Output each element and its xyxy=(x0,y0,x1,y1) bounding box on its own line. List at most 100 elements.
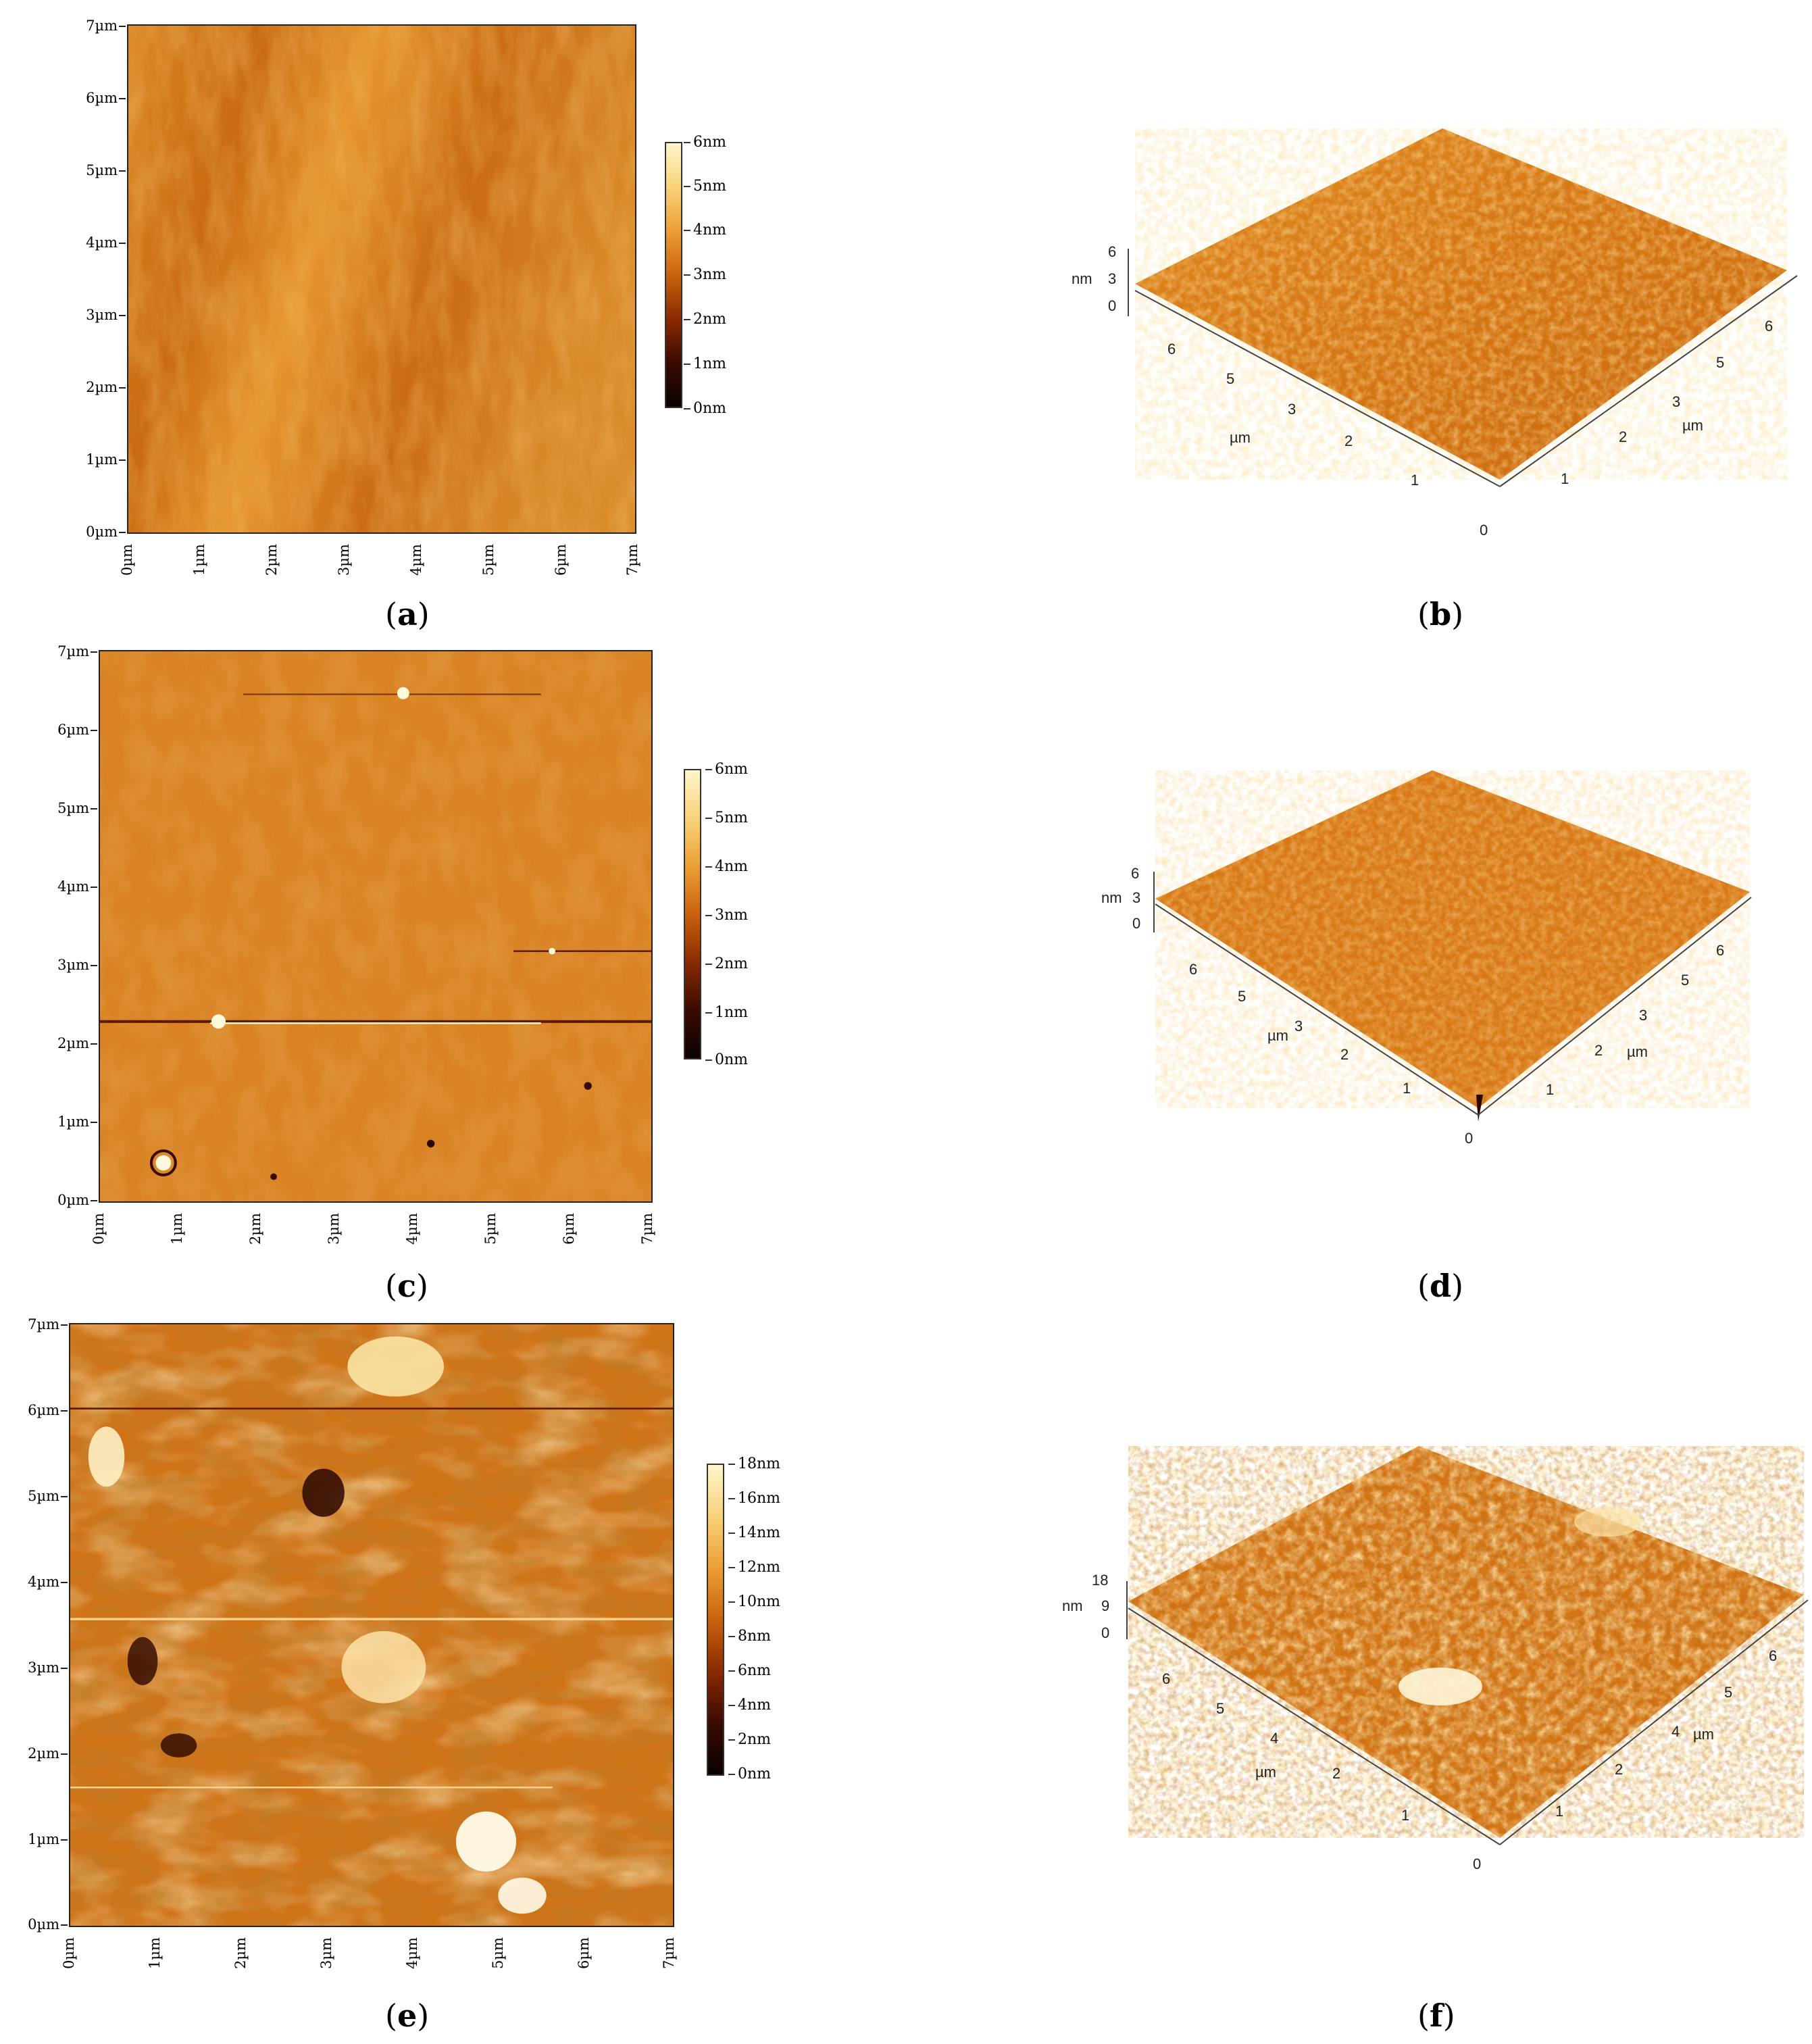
axis-unit: µm xyxy=(1693,1726,1714,1743)
axis-tick: 4 xyxy=(1671,1723,1680,1740)
axis-tick: 4 xyxy=(1270,1730,1278,1747)
colorbar-label: 18nm xyxy=(728,1455,781,1472)
axis-unit: µm xyxy=(1255,1764,1276,1780)
axis-tick: 6 xyxy=(1765,318,1773,334)
colorbar-label: 5nm xyxy=(705,809,749,826)
colorbar-label: 3nm xyxy=(683,266,727,283)
axis-tick: 3 xyxy=(1294,1018,1303,1035)
y-tick: 0µm xyxy=(12,1918,68,1932)
z-tick: 0 xyxy=(1132,915,1140,932)
y-tick: 4µm xyxy=(12,1575,68,1589)
z-tick: 18 xyxy=(1092,1572,1108,1589)
y-tick: 1µm xyxy=(12,1833,68,1847)
x-tick: 2µm xyxy=(263,544,280,576)
y-tick: 5µm xyxy=(70,164,126,178)
x-tick: 7µm xyxy=(624,544,640,576)
colorbar-label: 0nm xyxy=(728,1766,772,1783)
axis-tick: 6 xyxy=(1189,961,1197,978)
axis-tick: 2 xyxy=(1340,1046,1349,1063)
y-tick: 3µm xyxy=(42,958,97,972)
axis-tick: 1 xyxy=(1403,1080,1411,1097)
axis-tick: 3 xyxy=(1288,401,1296,418)
y-tick: 4µm xyxy=(42,880,97,894)
colorbar-label: 0nm xyxy=(705,1051,749,1068)
afm-height-map-c xyxy=(99,650,653,1203)
panel-b: nm 6 3 0 6 5 3 µm 2 1 0 1 2 3 µm 5 6 xyxy=(1054,115,1811,547)
caption-c: (c) xyxy=(385,1268,428,1304)
z-tick: 6 xyxy=(1131,865,1139,882)
y-tick: 5µm xyxy=(42,801,97,816)
y-tick: 7µm xyxy=(70,19,126,33)
axis-tick: 2 xyxy=(1594,1042,1603,1059)
z-tick: 9 xyxy=(1101,1597,1109,1614)
x-tick: 5µm xyxy=(480,544,497,576)
axis-origin: 0 xyxy=(1465,1130,1473,1147)
y-tick: 1µm xyxy=(42,1115,97,1129)
caption-b: (b) xyxy=(1417,596,1464,632)
x-tick: 3µm xyxy=(318,1937,334,1969)
y-tick: 7µm xyxy=(42,645,97,659)
x-tick: 2µm xyxy=(232,1937,249,1969)
colorbar-label: 8nm xyxy=(728,1628,772,1645)
axis-unit: µm xyxy=(1682,417,1703,434)
axis-tick: 5 xyxy=(1238,988,1246,1005)
colorbar-label: 12nm xyxy=(728,1559,781,1576)
y-tick: 6µm xyxy=(70,91,126,105)
x-tick: 3µm xyxy=(336,544,352,576)
x-tick: 4µm xyxy=(404,1937,420,1969)
x-tick: 1µm xyxy=(147,1937,163,1969)
axis-tick: 5 xyxy=(1716,354,1724,371)
colorbar-label: 4nm xyxy=(683,222,727,239)
y-tick: 4µm xyxy=(70,236,126,250)
caption-d: (d) xyxy=(1417,1268,1464,1304)
axis-tick: 2 xyxy=(1344,432,1353,449)
x-tick: 6µm xyxy=(561,1213,577,1245)
colorbar-label: 14nm xyxy=(728,1524,781,1541)
axis-tick: 1 xyxy=(1555,1803,1563,1820)
colorbar-label: 1nm xyxy=(705,1004,749,1021)
colorbar-label: 6nm xyxy=(683,134,727,151)
colorbar-label: 5nm xyxy=(683,178,727,195)
axis-tick: 1 xyxy=(1561,470,1569,487)
caption-f: (f) xyxy=(1417,1997,1455,2034)
afm-height-map-a xyxy=(127,24,636,534)
axis-tick: 1 xyxy=(1546,1081,1554,1098)
y-tick: 2µm xyxy=(12,1747,68,1761)
axis-tick: 3 xyxy=(1672,393,1680,410)
axis-unit: µm xyxy=(1230,429,1251,446)
axis-tick: 1 xyxy=(1411,472,1419,489)
axis-tick: 6 xyxy=(1162,1670,1170,1687)
axis-tick: 6 xyxy=(1716,942,1724,959)
caption-a: (a) xyxy=(385,596,430,632)
z-tick: 0 xyxy=(1101,1624,1109,1641)
x-tick: 4µm xyxy=(408,544,424,576)
x-tick: 4µm xyxy=(404,1213,420,1245)
x-tick: 7µm xyxy=(661,1937,677,1969)
colorbar-label: 4nm xyxy=(728,1697,772,1714)
x-tick: 6µm xyxy=(576,1937,592,1969)
axis-tick: 5 xyxy=(1681,972,1689,989)
caption-e: (e) xyxy=(385,1997,430,2034)
axis-tick: 1 xyxy=(1401,1807,1409,1824)
colorbar-label: 2nm xyxy=(683,311,727,328)
colorbar-label: 10nm xyxy=(728,1593,781,1610)
y-tick: 2µm xyxy=(70,380,126,395)
afm-height-map-e xyxy=(69,1323,674,1927)
x-tick: 0µm xyxy=(61,1937,77,1969)
y-tick: 0µm xyxy=(42,1193,97,1207)
colorbar-e xyxy=(707,1464,724,1776)
colorbar-label: 0nm xyxy=(683,400,727,417)
axis-tick: 6 xyxy=(1769,1647,1777,1664)
axis-tick: 3 xyxy=(1639,1007,1647,1024)
axis-tick: 2 xyxy=(1619,428,1627,445)
y-tick: 6µm xyxy=(12,1403,68,1418)
z-tick: 3 xyxy=(1108,270,1116,287)
y-tick: 0µm xyxy=(70,525,126,539)
axis-tick: 2 xyxy=(1332,1765,1340,1782)
y-tick: 1µm xyxy=(70,453,126,467)
y-tick: 2µm xyxy=(42,1037,97,1051)
z-unit: nm xyxy=(1101,889,1122,906)
x-tick: 5µm xyxy=(490,1937,506,1969)
x-tick: 1µm xyxy=(191,544,207,576)
x-tick: 1µm xyxy=(169,1213,185,1245)
